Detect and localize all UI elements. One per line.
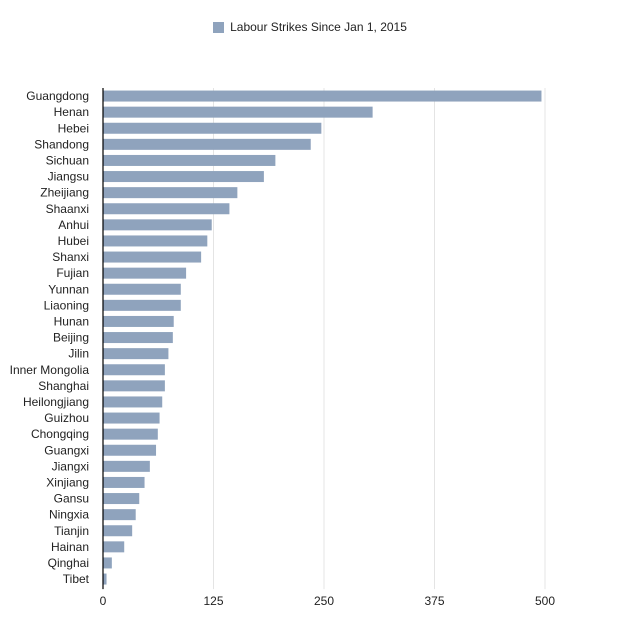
x-tick-label: 500 [535, 594, 555, 608]
category-label: Fujian [56, 266, 89, 280]
category-label: Chongqing [31, 427, 89, 441]
bar [103, 90, 542, 102]
bar [103, 412, 160, 424]
bar [103, 267, 187, 279]
bar [103, 541, 125, 553]
legend-label: Labour Strikes Since Jan 1, 2015 [230, 20, 407, 34]
bar [103, 299, 181, 311]
category-label: Liaoning [44, 298, 89, 312]
category-label: Sichuan [46, 153, 89, 167]
bar [103, 396, 163, 408]
bar [103, 106, 373, 118]
bar [103, 476, 145, 488]
x-tick-label: 0 [100, 594, 107, 608]
bar [103, 557, 112, 569]
bar [103, 187, 238, 199]
category-label: Hubei [58, 234, 89, 248]
bar [103, 122, 322, 134]
legend: Labour Strikes Since Jan 1, 2015 [0, 20, 620, 34]
category-label: Shandong [34, 137, 89, 151]
bar [103, 283, 181, 295]
category-label: Beijing [53, 331, 89, 345]
category-label: Tianjin [54, 524, 89, 538]
bar [103, 251, 202, 263]
category-label: Anhui [58, 218, 89, 232]
category-label: Jilin [68, 347, 89, 361]
category-label: Tibet [63, 572, 90, 586]
bar [103, 348, 169, 360]
category-label: Xinjiang [46, 475, 89, 489]
category-label: Hunan [54, 314, 89, 328]
category-label: Guizhou [44, 411, 89, 425]
bar [103, 509, 136, 521]
category-label: Inner Mongolia [10, 363, 90, 377]
bar [103, 364, 165, 376]
x-tick-label: 125 [203, 594, 223, 608]
category-label: Heilongjiang [23, 395, 89, 409]
bar [103, 493, 140, 505]
category-label: Shanxi [52, 250, 89, 264]
x-tick-label: 250 [314, 594, 334, 608]
category-label: Jiangxi [52, 459, 89, 473]
bar [103, 444, 157, 456]
bar [103, 171, 264, 183]
category-label: Henan [54, 105, 89, 119]
category-label: Hainan [51, 540, 89, 554]
bar [103, 573, 107, 585]
x-tick-label: 375 [424, 594, 444, 608]
bar [103, 203, 230, 215]
category-label: Zheijiang [40, 186, 89, 200]
bar [103, 428, 158, 440]
bar [103, 380, 165, 392]
bar [103, 525, 133, 537]
bar [103, 315, 174, 327]
category-label: Hebei [58, 121, 89, 135]
category-label: Shaanxi [46, 202, 89, 216]
category-label: Guangdong [26, 89, 89, 103]
bar [103, 154, 276, 166]
category-label: Qinghai [48, 556, 89, 570]
category-label: Guangxi [44, 443, 89, 457]
category-label: Ningxia [49, 508, 89, 522]
bar [103, 460, 150, 472]
bar [103, 332, 173, 344]
category-label: Yunnan [48, 282, 89, 296]
bar [103, 219, 212, 231]
category-label: Gansu [54, 492, 89, 506]
legend-swatch [213, 21, 225, 33]
bar [103, 235, 208, 247]
category-label: Jiangsu [48, 170, 89, 184]
category-label: Shanghai [38, 379, 89, 393]
bar [103, 138, 311, 150]
